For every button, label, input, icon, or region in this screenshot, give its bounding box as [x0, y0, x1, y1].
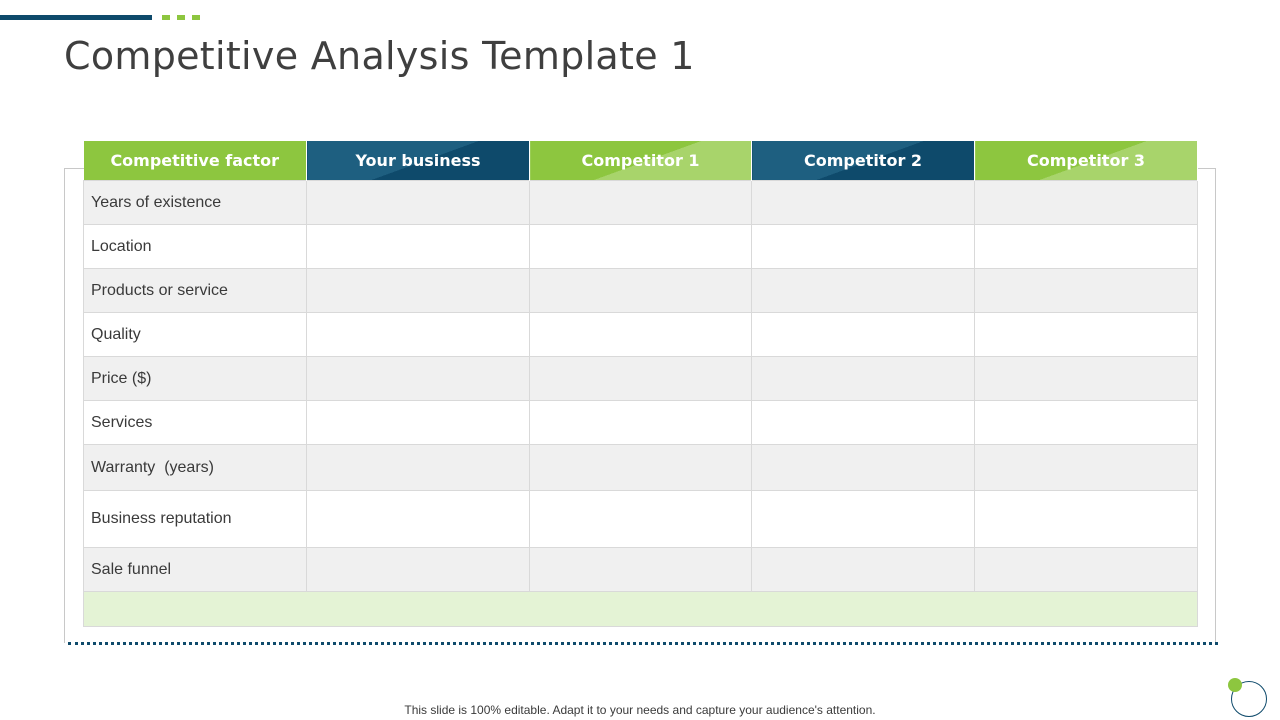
table-row: Business reputation [83, 490, 1198, 548]
table-cell[interactable] [529, 356, 752, 401]
table-cell[interactable] [974, 356, 1198, 401]
page-title: Competitive Analysis Template 1 [64, 34, 695, 78]
factor-years-of-existence[interactable]: Years of existence [83, 180, 307, 225]
dotted-divider [68, 642, 1218, 645]
table-cell[interactable] [306, 268, 530, 313]
corner-ring-decoration [1231, 681, 1267, 717]
table-cell[interactable] [751, 400, 975, 445]
table-cell[interactable] [306, 224, 530, 269]
table-cell[interactable] [751, 356, 975, 401]
header-competitor-1[interactable]: Competitor 1 [529, 141, 752, 181]
table-cell[interactable] [306, 547, 530, 592]
accent-dot [192, 15, 200, 20]
table-cell[interactable] [306, 490, 530, 548]
table-cell[interactable] [974, 224, 1198, 269]
table-row: Warranty (years) [83, 444, 1198, 491]
factor-services[interactable]: Services [83, 400, 307, 445]
table-cell[interactable] [529, 490, 752, 548]
table-cell[interactable] [306, 180, 530, 225]
competitive-analysis-table: Competitive factor Your business Competi… [83, 141, 1198, 627]
footnote: This slide is 100% editable. Adapt it to… [404, 703, 876, 717]
table-footer-cell [83, 591, 1198, 627]
table-cell[interactable] [974, 312, 1198, 357]
table-cell[interactable] [751, 268, 975, 313]
factor-location[interactable]: Location [83, 224, 307, 269]
factor-quality[interactable]: Quality [83, 312, 307, 357]
table-cell[interactable] [529, 547, 752, 592]
accent-line [0, 15, 152, 20]
table-cell[interactable] [529, 400, 752, 445]
table-cell[interactable] [306, 400, 530, 445]
header-competitor-2[interactable]: Competitor 2 [751, 141, 975, 181]
table-row: Price ($) [83, 356, 1198, 401]
table-cell[interactable] [751, 180, 975, 225]
table-cell[interactable] [751, 224, 975, 269]
table-row: Products or service [83, 268, 1198, 313]
table-cell[interactable] [974, 268, 1198, 313]
table-footer-row [83, 591, 1198, 627]
factor-warranty[interactable]: Warranty (years) [83, 444, 307, 491]
table-row: Location [83, 224, 1198, 269]
table-cell[interactable] [751, 312, 975, 357]
table-row: Quality [83, 312, 1198, 357]
table-cell[interactable] [306, 356, 530, 401]
header-your-business[interactable]: Your business [306, 141, 530, 181]
table-cell[interactable] [751, 547, 975, 592]
table-header-row: Competitive factor Your business Competi… [83, 141, 1198, 181]
accent-dot [177, 15, 185, 20]
table-cell[interactable] [529, 180, 752, 225]
table-cell[interactable] [529, 312, 752, 357]
table-cell[interactable] [974, 180, 1198, 225]
table-cell[interactable] [306, 444, 530, 491]
corner-dot-decoration [1228, 678, 1242, 692]
table-cell[interactable] [974, 400, 1198, 445]
table-row: Services [83, 400, 1198, 445]
table-cell[interactable] [751, 490, 975, 548]
table-cell[interactable] [306, 312, 530, 357]
table-cell[interactable] [974, 444, 1198, 491]
table-cell[interactable] [751, 444, 975, 491]
table-cell[interactable] [974, 490, 1198, 548]
factor-products-or-service[interactable]: Products or service [83, 268, 307, 313]
table-cell[interactable] [529, 268, 752, 313]
table-cell[interactable] [974, 547, 1198, 592]
table-cell[interactable] [529, 444, 752, 491]
header-competitive-factor[interactable]: Competitive factor [83, 141, 307, 181]
factor-business-reputation[interactable]: Business reputation [83, 490, 307, 548]
factor-sale-funnel[interactable]: Sale funnel [83, 547, 307, 592]
accent-dots [162, 15, 200, 20]
table-row: Sale funnel [83, 547, 1198, 592]
table-row: Years of existence [83, 180, 1198, 225]
factor-price[interactable]: Price ($) [83, 356, 307, 401]
header-competitor-3[interactable]: Competitor 3 [974, 141, 1198, 181]
table-cell[interactable] [529, 224, 752, 269]
accent-dot [162, 15, 170, 20]
